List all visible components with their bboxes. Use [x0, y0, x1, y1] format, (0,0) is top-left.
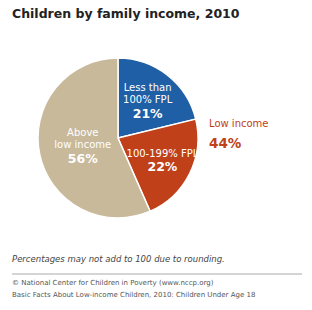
data-label: 56% [68, 151, 98, 166]
slice-label: 100% FPL [123, 94, 173, 105]
separator [12, 274, 302, 275]
data-label: 21% [133, 106, 163, 121]
slice-label: low income [54, 139, 111, 150]
annotation: 44% [209, 135, 242, 151]
data-label: 22% [147, 159, 177, 174]
slice-label: 100-199% FPL [127, 148, 199, 159]
chart: Children by family income, 2010 Less than… [0, 0, 312, 310]
footer: © National Center for Children in Povert… [12, 279, 214, 287]
slice-label: Less than [124, 82, 172, 93]
title: Children by family income, 2010 [12, 6, 240, 21]
note: Percentages may not add to 100 due to ro… [12, 254, 225, 264]
slice-label: Above [67, 127, 98, 138]
pie: Less than100% FPL21% 100-199% FPL22% Above… [38, 58, 199, 218]
annotation: Low income [209, 118, 269, 129]
footer: Basic Facts About Low-income Children, 2… [12, 291, 255, 299]
